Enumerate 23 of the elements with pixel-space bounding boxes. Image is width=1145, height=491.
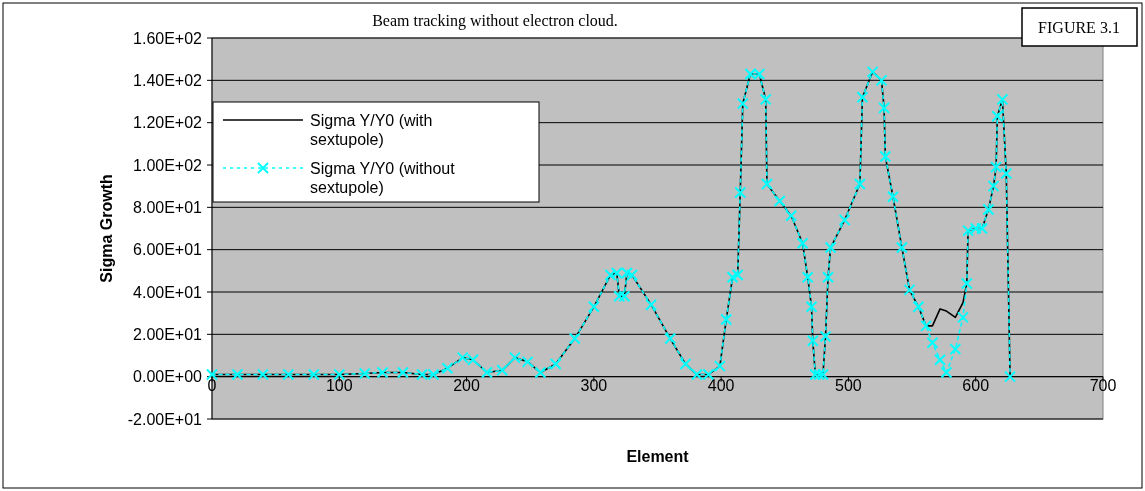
y-tick-label: 8.00E+01 [133,198,203,216]
y-tick-label: 1.00E+02 [133,156,203,174]
caption: FIGURE 3.1 [1038,18,1120,36]
x-tick-label: 200 [453,377,481,395]
x-tick-label: 600 [962,377,990,395]
y-tick-label: -2.00E+01 [127,410,203,428]
y-tick-label: 6.00E+01 [133,241,203,259]
x-tick-label: 500 [835,377,862,395]
chart-title: Beam tracking without electron cloud. [372,12,618,30]
x-tick-label: 700 [1089,377,1117,395]
legend-label: Sigma Y/Y0 (without sextupole) [310,159,456,196]
y-axis-title: Sigma Growth [98,174,115,283]
legend-label: Sigma Y/Y0 (with sextupole) [310,111,433,148]
y-tick-label: 4.00E+01 [133,283,203,301]
x-tick-label: 100 [325,377,353,395]
y-tick-label: 2.00E+01 [133,325,203,343]
y-tick-label: 1.20E+02 [133,114,203,132]
y-tick-label: 1.40E+02 [133,71,203,89]
y-tick-label: 0.00E+00 [133,368,203,386]
x-axis-title: Element [626,448,690,465]
y-tick-label: 1.60E+02 [133,29,203,47]
x-tick-label: 300 [580,377,608,395]
x-tick-label: 400 [707,377,735,395]
